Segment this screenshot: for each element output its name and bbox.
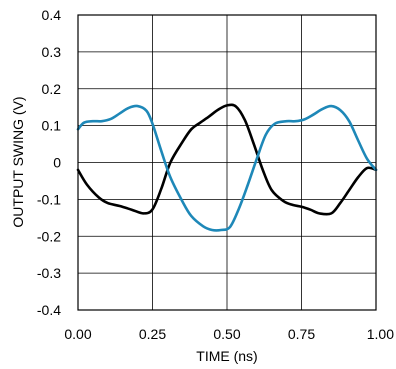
y-tick-label: 0.2 [42, 81, 62, 97]
x-tick-label: 0.25 [139, 326, 166, 342]
series-group [76, 103, 378, 232]
x-axis-title: TIME (ns) [196, 348, 257, 364]
grid [77, 14, 377, 311]
x-tick-labels: 0.00 0.25 0.50 0.75 1.00 [64, 326, 394, 342]
series-line-2 [76, 104, 378, 232]
x-tick-label: 0.00 [64, 326, 91, 342]
y-tick-label: 0.3 [42, 44, 62, 60]
y-tick-label: 0 [53, 155, 61, 171]
y-tick-label: -0.2 [37, 228, 61, 244]
y-tick-label: -0.3 [37, 265, 61, 281]
y-tick-label: 0.1 [42, 118, 62, 134]
y-tick-labels: 0.4 0.3 0.2 0.1 0 -0.1 -0.2 -0.3 -0.4 [37, 7, 61, 318]
plot-frame [77, 14, 377, 311]
x-tick-label: 0.50 [213, 326, 240, 342]
series-line-1 [76, 103, 378, 216]
y-tick-label: 0.4 [42, 7, 62, 23]
x-tick-label: 0.75 [288, 326, 315, 342]
y-tick-label: -0.1 [37, 191, 61, 207]
y-tick-label: -0.4 [37, 302, 61, 318]
x-tick-label: 1.00 [367, 326, 394, 342]
y-axis-title: OUTPUT SWING (V) [10, 96, 26, 227]
